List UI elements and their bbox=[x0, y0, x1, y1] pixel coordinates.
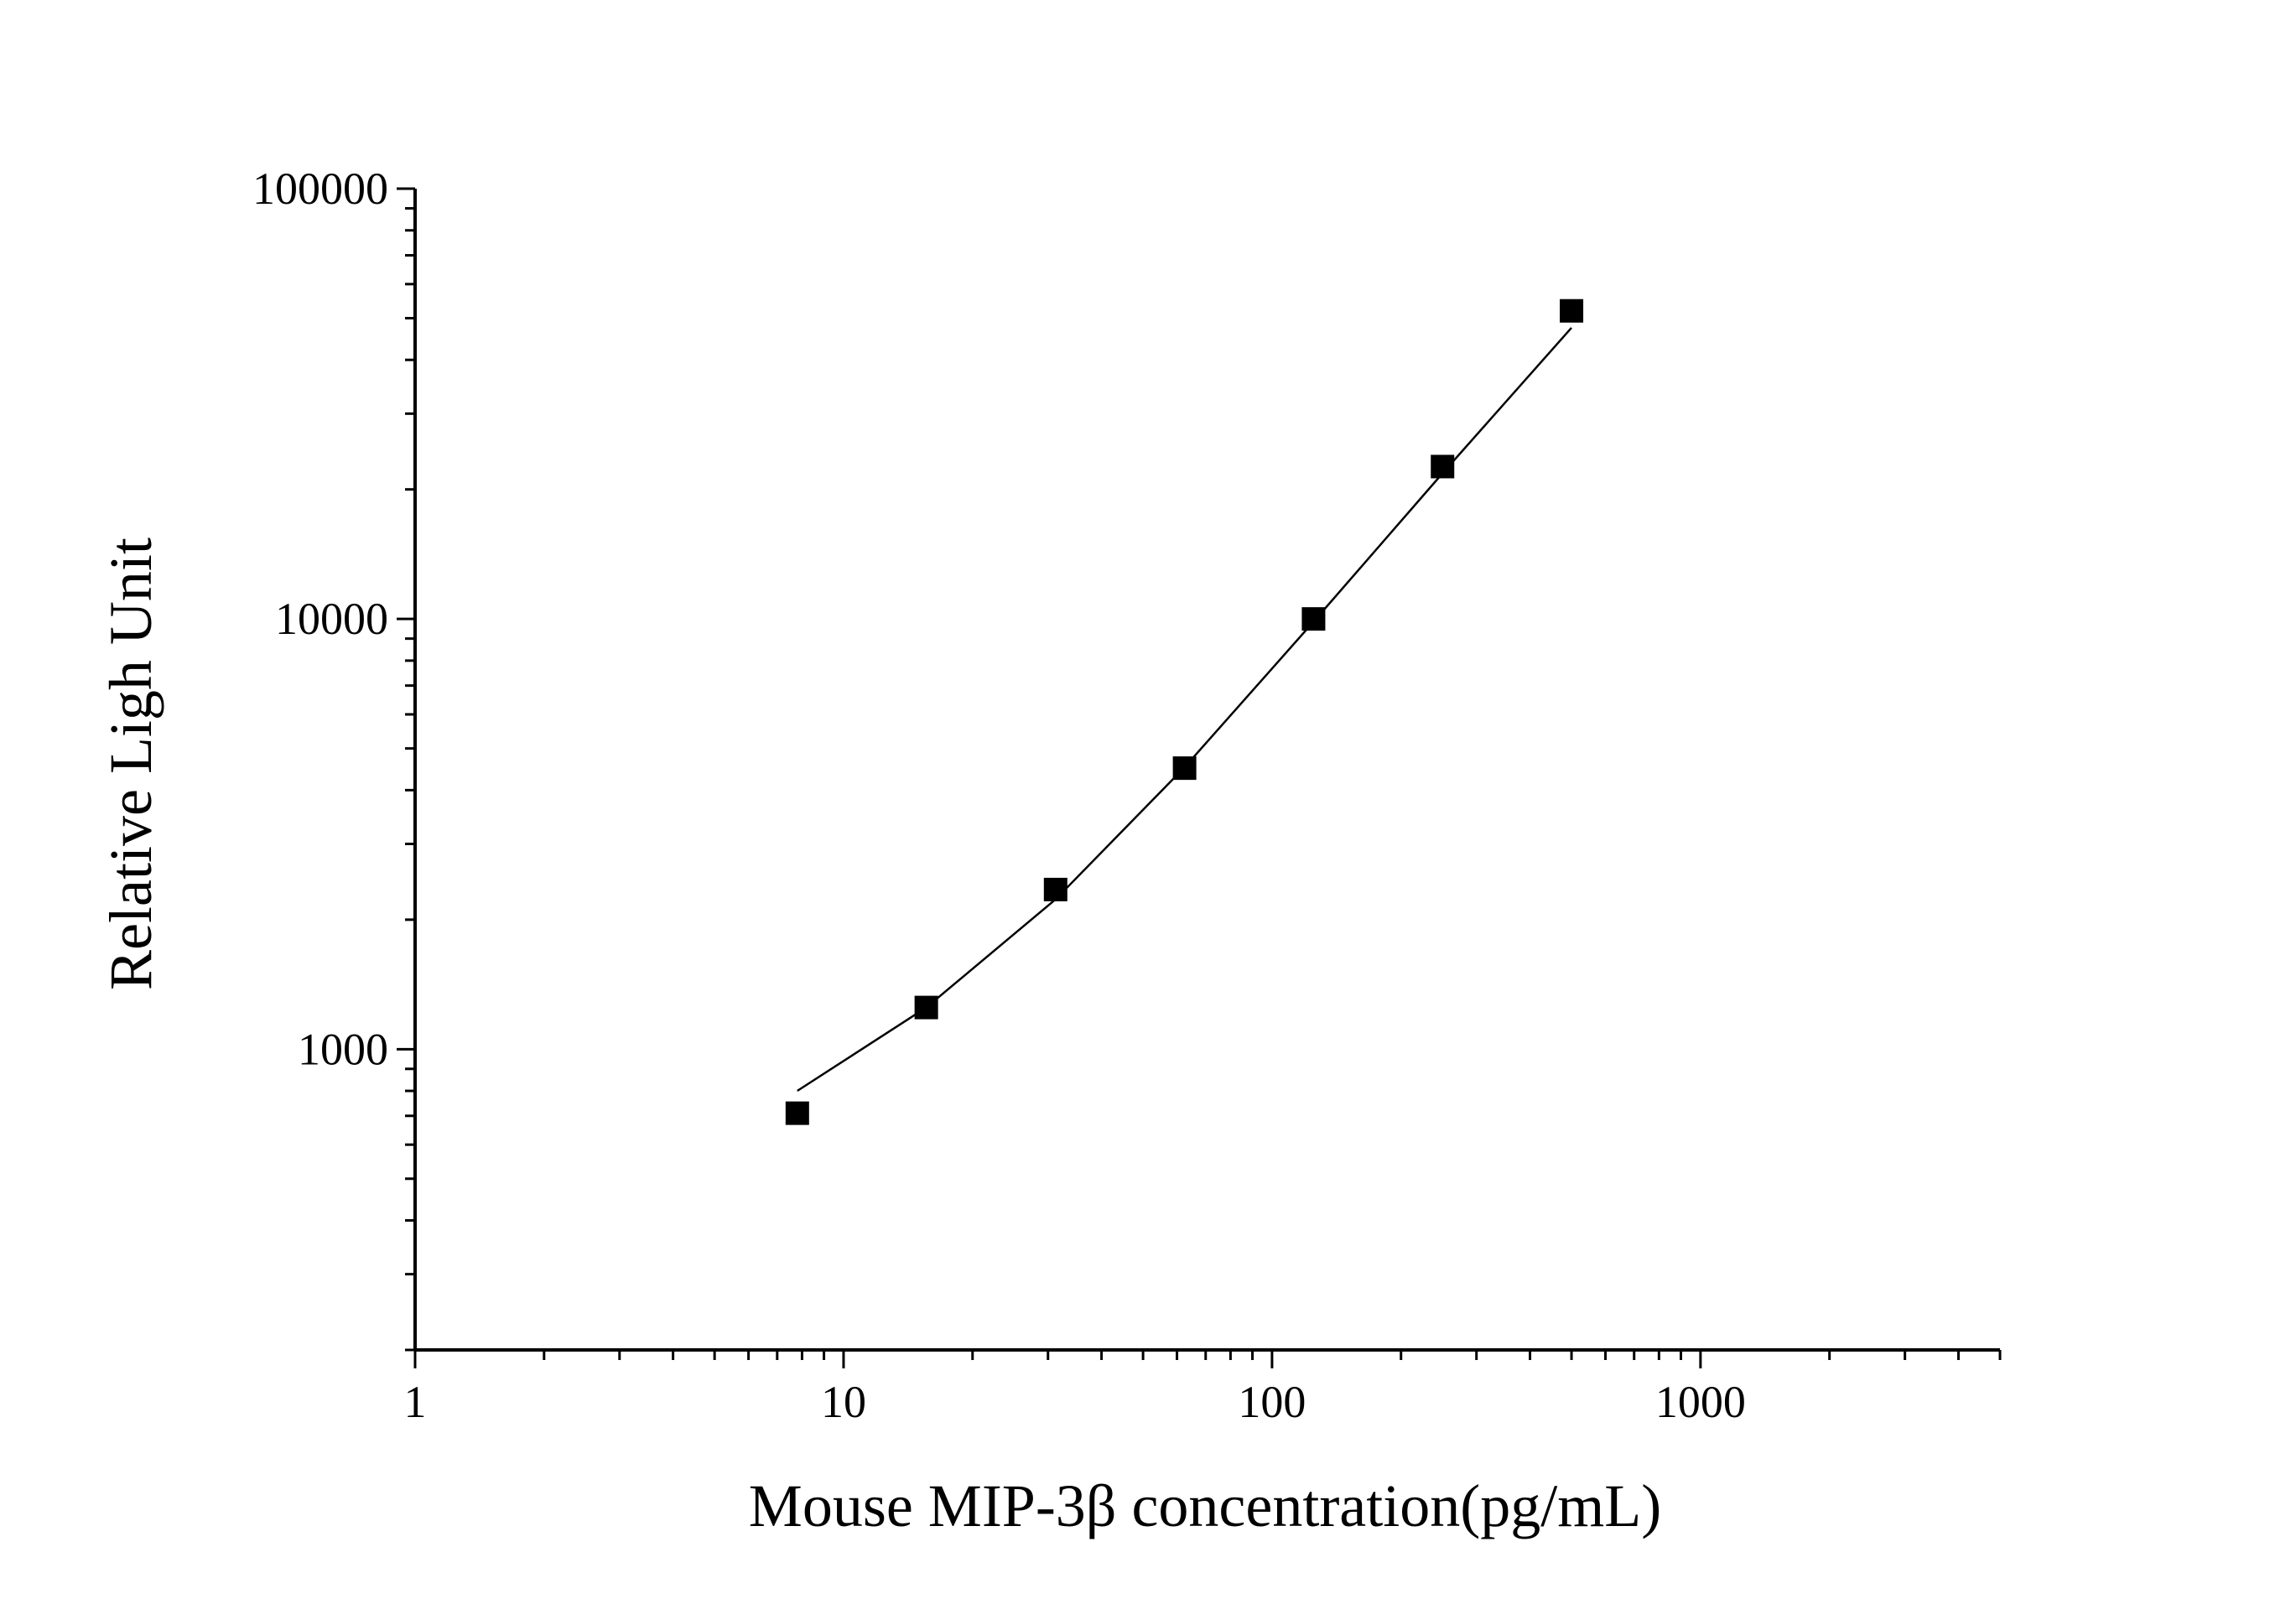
x-axis-title: Mouse MIP-3β concentration(pg/mL) bbox=[749, 1472, 1661, 1539]
axis-ticks bbox=[397, 187, 2002, 1368]
axes bbox=[413, 189, 2000, 1352]
x-tick-label: 1 bbox=[404, 1377, 427, 1427]
data-points bbox=[785, 298, 1584, 1125]
data-point bbox=[914, 995, 938, 1020]
fit-curve-group bbox=[797, 327, 1572, 1093]
y-tick-label: 1000 bbox=[298, 1024, 388, 1074]
data-point bbox=[1560, 298, 1584, 323]
data-point bbox=[1172, 756, 1197, 781]
data-point bbox=[1301, 607, 1326, 631]
y-tick-label: 100000 bbox=[252, 164, 388, 214]
fit-curve bbox=[797, 327, 1572, 1093]
x-tick-label: 100 bbox=[1238, 1377, 1306, 1427]
data-point bbox=[1431, 454, 1455, 479]
data-point bbox=[785, 1101, 809, 1125]
y-tick-label: 10000 bbox=[275, 594, 388, 644]
tick-labels: 1 10 100 1000 1000 10000 100000 bbox=[252, 164, 1746, 1427]
y-axis-title: Relative Ligh Unit bbox=[97, 537, 164, 990]
data-point bbox=[1043, 877, 1067, 901]
x-tick-label: 1000 bbox=[1655, 1377, 1746, 1427]
x-tick-label: 10 bbox=[821, 1377, 866, 1427]
